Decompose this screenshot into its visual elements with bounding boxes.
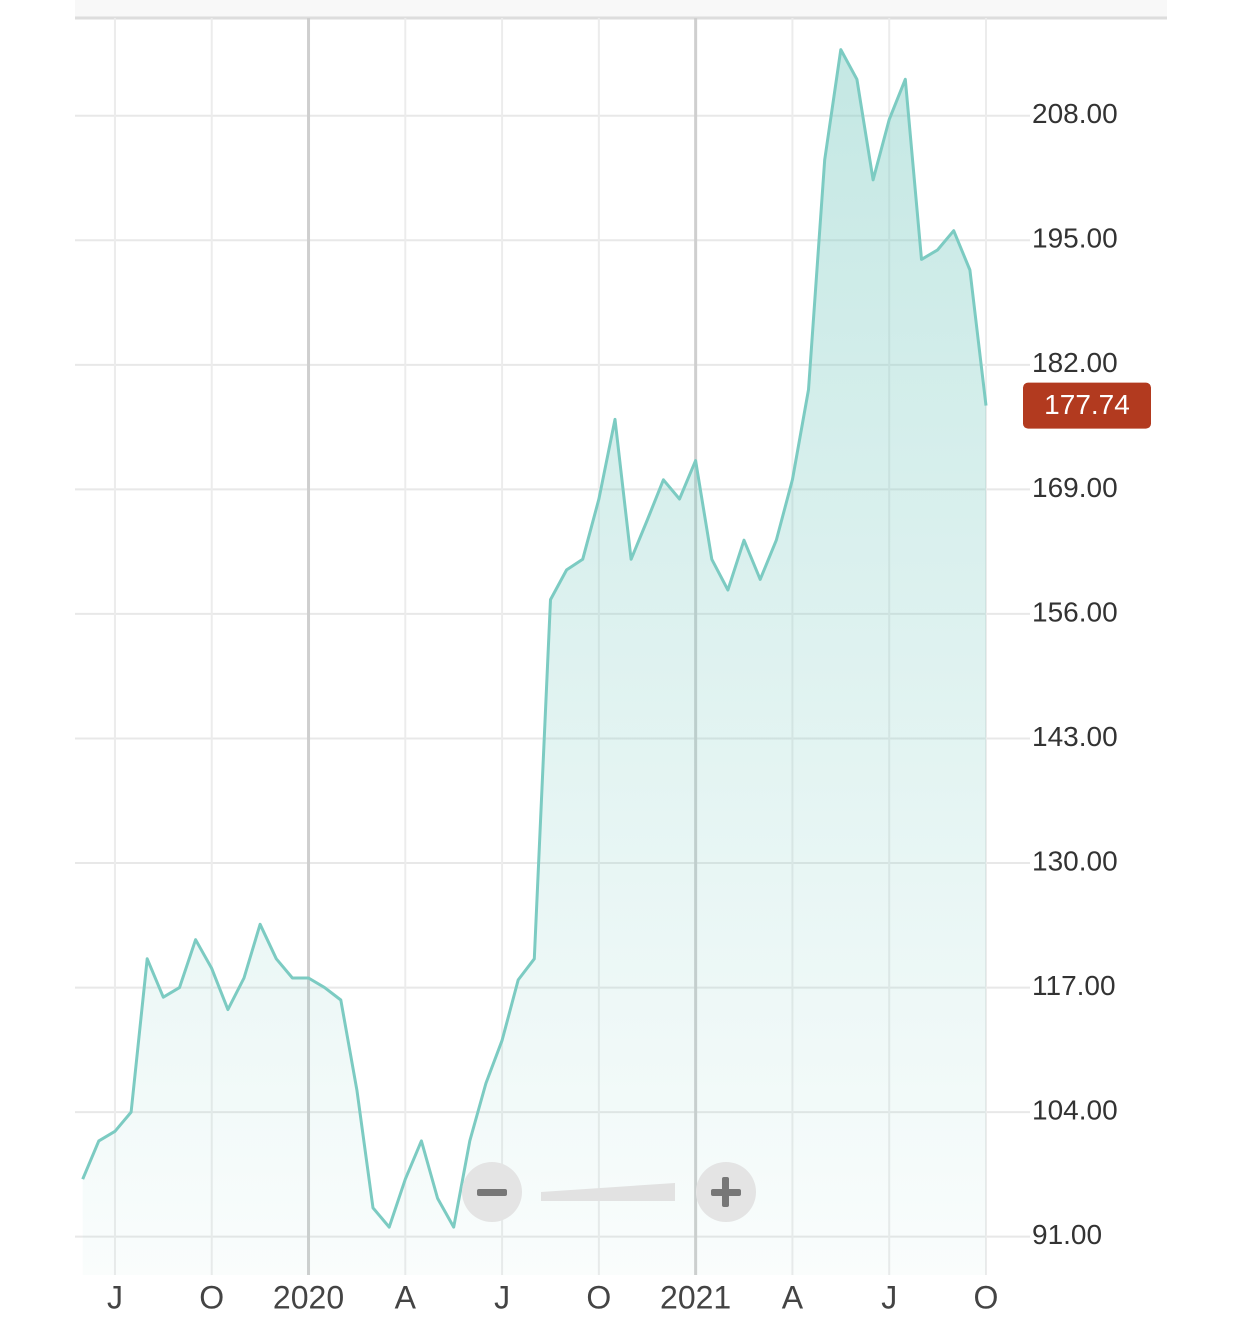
x-tick-label: A [395,1279,417,1315]
x-tick-label: J [107,1279,123,1315]
y-tick-label: 182.00 [1032,347,1118,378]
area [82,49,986,1276]
x-tick-label: 2020 [273,1279,344,1315]
x-tick-label: A [782,1279,804,1315]
y-tick-label: 195.00 [1032,223,1118,254]
last-value-label: 177.74 [1044,389,1130,420]
top-bar [75,0,1167,18]
y-tick-label: 208.00 [1032,98,1118,129]
y-tick-label: 143.00 [1032,721,1118,752]
x-tick-label: 2021 [660,1279,731,1315]
x-tick-label: J [881,1279,897,1315]
x-tick-label: O [974,1279,999,1315]
y-tick-label: 104.00 [1032,1095,1118,1126]
y-tick-label: 117.00 [1032,970,1116,1001]
zoom-slider[interactable] [541,1183,675,1201]
x-tick-label: O [199,1279,224,1315]
y-tick-label: 169.00 [1032,472,1118,503]
zoom-in-icon [722,1177,729,1207]
y-tick-label: 91.00 [1032,1219,1102,1250]
zoom-out-icon [477,1189,507,1196]
zoom-control[interactable] [462,1162,756,1222]
last-value-badge [1023,382,1151,429]
y-tick-label: 156.00 [1032,596,1118,627]
line [81,48,988,1229]
x-tick-label: J [494,1279,510,1315]
y-tick-label: 130.00 [1032,845,1118,876]
x-tick-label: O [586,1279,611,1315]
